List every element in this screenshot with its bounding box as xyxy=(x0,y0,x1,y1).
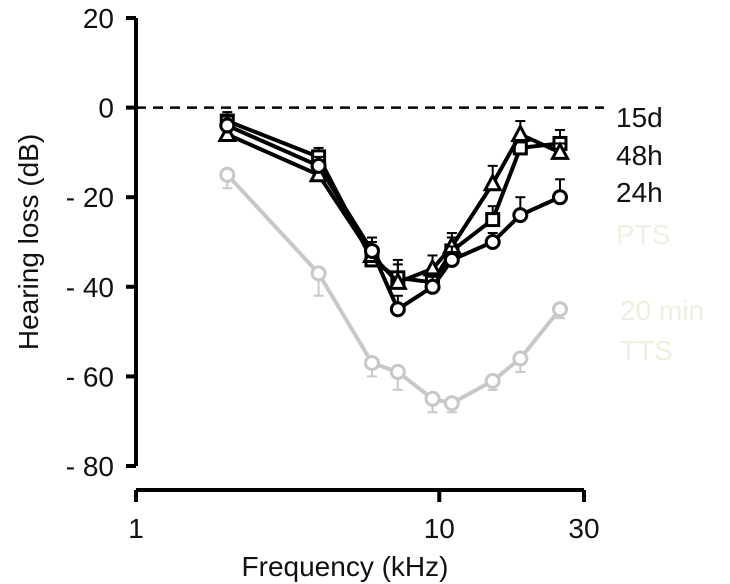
circle-marker xyxy=(551,301,568,318)
y-axis-title: Hearing loss (dB) xyxy=(13,134,44,350)
y-tick-label: 0 xyxy=(98,93,114,124)
circle-marker xyxy=(484,234,501,250)
circle-marker xyxy=(551,189,568,206)
series-48h xyxy=(217,120,570,290)
series-24h xyxy=(219,115,568,318)
triangle-marker xyxy=(549,141,570,160)
circle-marker xyxy=(424,390,441,407)
x-tick-label: 1 xyxy=(128,513,144,544)
legend-label: 24h xyxy=(616,177,663,208)
x-axis-title: Frequency (kHz) xyxy=(242,551,449,582)
circle-marker xyxy=(310,265,327,282)
circle-marker xyxy=(219,166,236,183)
circle-marker xyxy=(424,278,441,295)
triangle-marker xyxy=(510,123,531,142)
legend-label: PTS xyxy=(616,219,670,250)
circle-marker xyxy=(512,350,529,367)
x-tick-label: 30 xyxy=(568,513,599,544)
circle-marker xyxy=(484,372,501,389)
circle-marker xyxy=(389,301,406,318)
y-tick-label: - 40 xyxy=(66,272,114,303)
circle-marker xyxy=(219,117,236,134)
circle-marker xyxy=(389,363,406,380)
axes-layer xyxy=(134,18,584,492)
circle-marker xyxy=(443,395,460,412)
circle-marker xyxy=(310,157,327,174)
circle-marker xyxy=(443,251,460,268)
circle-marker xyxy=(364,354,381,371)
triangle-marker xyxy=(387,271,408,290)
triangle-marker xyxy=(482,172,503,192)
x-tick-label: 10 xyxy=(424,513,455,544)
circle-marker xyxy=(512,207,529,224)
square-marker xyxy=(485,212,501,228)
y-tick-label: 20 xyxy=(83,3,114,34)
legend-label: 15d xyxy=(616,102,663,133)
y-tick-label: - 60 xyxy=(66,361,114,392)
circle-marker xyxy=(364,242,381,259)
series-20-min-tts xyxy=(219,166,568,414)
series-layer xyxy=(217,111,570,414)
ticks-layer: 20 0 - 20 - 40 - 60 - 80 1 10 30 xyxy=(66,3,600,544)
legend-label: 20 min xyxy=(620,295,704,326)
legend-label: TTS xyxy=(620,335,673,366)
series-line xyxy=(226,119,561,285)
legend-layer: 15d 48h 24h PTS 20 min TTS xyxy=(616,102,704,366)
y-tick-label: - 80 xyxy=(66,451,114,482)
legend-label: 48h xyxy=(616,140,663,171)
y-tick-label: - 20 xyxy=(66,182,114,213)
